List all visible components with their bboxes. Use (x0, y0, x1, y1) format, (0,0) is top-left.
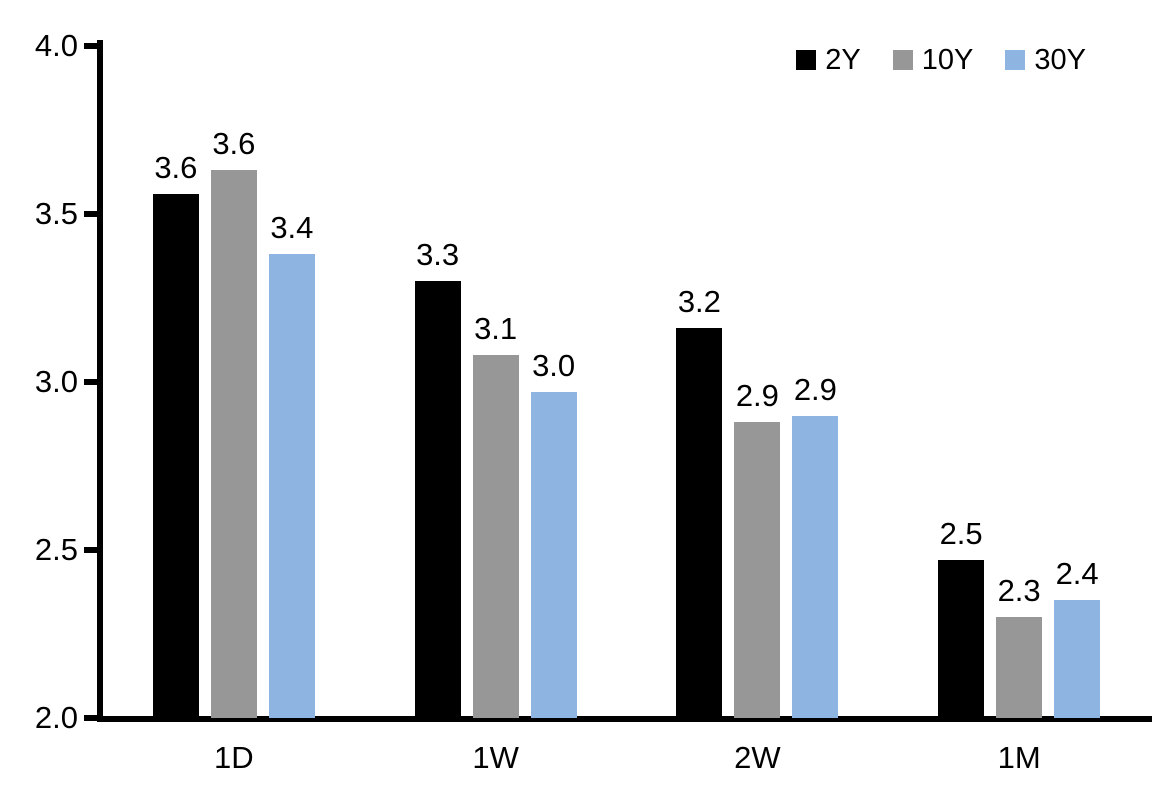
bar-2Y-1D (152, 193, 199, 718)
bar-label-2Y-1M: 2.5 (939, 516, 983, 552)
y-tick-mark-3.0 (84, 379, 103, 385)
bar-2Y-1M (938, 560, 985, 718)
legend-item-30y: 30Y (1005, 42, 1086, 78)
legend-label-10y: 10Y (921, 44, 974, 76)
bar-10Y-1M (996, 617, 1043, 718)
y-tick-label-3.5: 3.5 (34, 196, 78, 231)
y-tick-mark-2.0 (84, 715, 103, 721)
bar-label-2Y-2W: 3.2 (677, 284, 721, 320)
y-tick-label-2.0: 2.0 (34, 700, 78, 735)
bar-label-10Y-1D: 3.6 (212, 126, 256, 162)
bar-2Y-2W (676, 328, 723, 718)
bar-30Y-1W (530, 392, 577, 718)
y-tick-label-2.5: 2.5 (34, 532, 78, 567)
legend-swatch-30y (1005, 50, 1026, 70)
bar-10Y-2W (734, 422, 781, 718)
y-tick-label-3.0: 3.0 (34, 364, 78, 399)
bar-label-10Y-2W: 2.9 (735, 378, 779, 414)
x-axis-line (97, 716, 1152, 722)
y-tick-mark-4.0 (84, 43, 103, 49)
legend-label-2y: 2Y (825, 44, 861, 76)
legend-swatch-10y (892, 50, 913, 70)
bar-30Y-1D (268, 254, 315, 718)
y-tick-mark-3.5 (84, 211, 103, 217)
bar-10Y-1W (472, 355, 519, 718)
y-tick-mark-2.5 (84, 547, 103, 553)
bar-label-2Y-1W: 3.3 (416, 237, 460, 273)
bar-30Y-2W (792, 415, 839, 718)
bar-label-2Y-1D: 3.6 (154, 149, 198, 185)
legend-item-10y: 10Y (892, 42, 974, 78)
bar-2Y-1W (414, 281, 461, 718)
legend-swatch-2y (796, 50, 817, 70)
x-category-label-1D: 1D (214, 740, 254, 775)
x-category-label-1W: 1W (472, 740, 519, 775)
legend-item-2y: 2Y (796, 42, 861, 78)
bar-label-30Y-1W: 3.0 (532, 348, 576, 384)
x-category-label-2W: 2W (734, 740, 781, 775)
bar-label-10Y-1M: 2.3 (997, 573, 1041, 609)
x-category-label-1M: 1M (997, 740, 1041, 775)
bar-label-30Y-1M: 2.4 (1055, 556, 1099, 592)
bar-label-10Y-1W: 3.1 (474, 311, 518, 347)
legend-label-30y: 30Y (1034, 44, 1086, 76)
bar-label-30Y-2W: 2.9 (793, 371, 837, 407)
y-tick-label-4.0: 4.0 (34, 28, 78, 63)
bar-10Y-1D (210, 170, 257, 718)
legend: 2Y 10Y 30Y (796, 42, 1086, 78)
bar-label-30Y-1D: 3.4 (270, 210, 314, 246)
bar-30Y-1M (1054, 600, 1101, 718)
